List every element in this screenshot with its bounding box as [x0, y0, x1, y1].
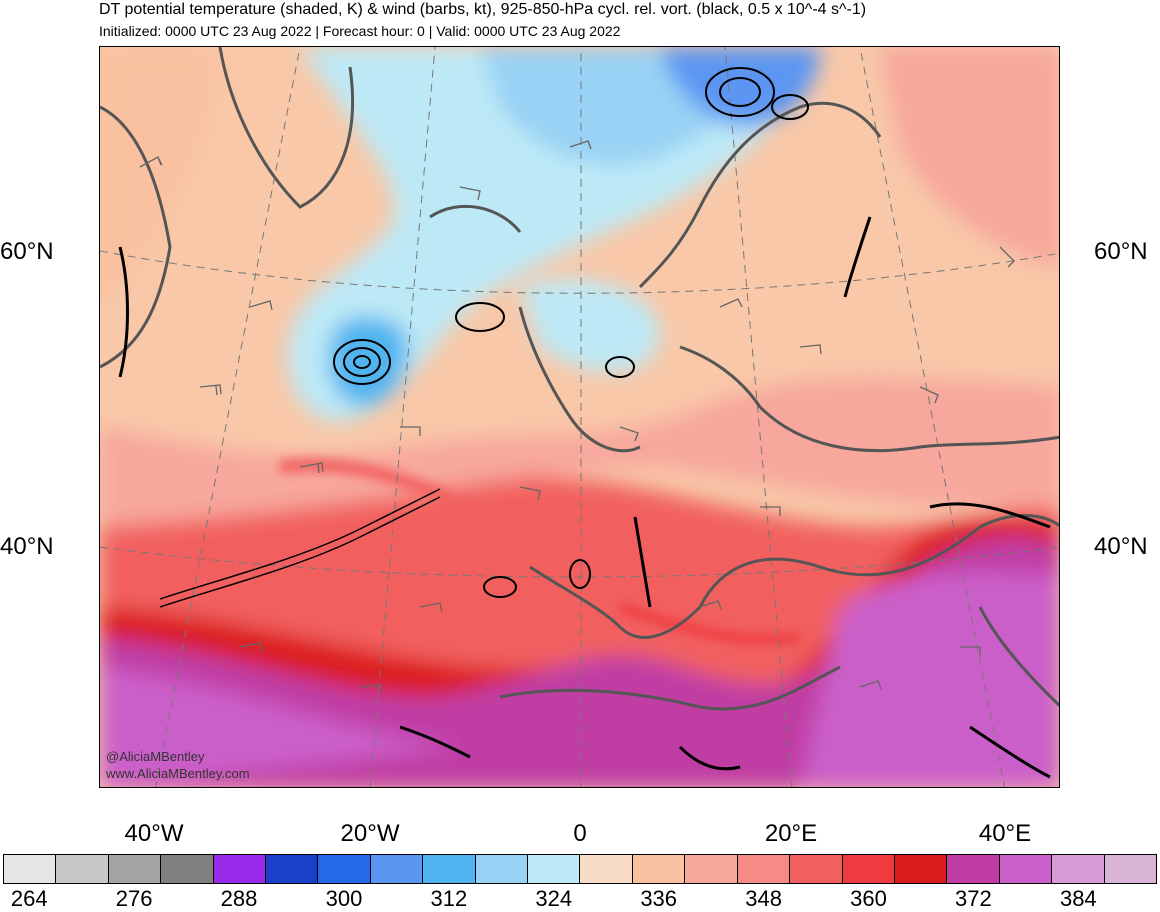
lon-label-0: 0: [573, 820, 587, 847]
colorbar-swatch: [737, 855, 791, 883]
colorbar-swatch: [108, 855, 162, 883]
lat-label-60n-right: 60°N: [1094, 238, 1148, 265]
lon-label-40w: 40°W: [124, 820, 184, 847]
colorbar-swatch: [4, 855, 57, 883]
theta-shading: [100, 47, 1059, 787]
colorbar-tick-label: 384: [1059, 886, 1097, 911]
credit-website: www.AliciaMBentley.com: [106, 766, 250, 781]
colorbar-swatch: [475, 855, 529, 883]
lat-label-60n-left: 60°N: [0, 238, 54, 265]
colorbar-swatch: [56, 855, 109, 883]
colorbar-tick-label: 336: [640, 886, 678, 911]
vorticity-contours: [118, 67, 1051, 779]
colorbar-swatch: [632, 855, 686, 883]
map-panel: @AliciaMBentley www.AliciaMBentley.com: [99, 46, 1060, 788]
colorbar-swatch: [790, 855, 843, 883]
colorbar-swatch: [894, 855, 948, 883]
colorbar-tick-label: 288: [220, 886, 258, 911]
chart-subtitle: Initialized: 0000 UTC 23 Aug 2022 | Fore…: [99, 23, 621, 39]
colorbar-swatch: [528, 855, 581, 883]
colorbar-tick-label: 372: [955, 886, 992, 911]
lon-label-40e: 40°E: [978, 820, 1032, 847]
colorbar-swatch: [999, 855, 1053, 883]
colorbar-swatch: [1104, 855, 1156, 883]
colorbar-swatch: [842, 855, 895, 883]
lat-label-40n-left: 40°N: [0, 533, 54, 560]
colorbar-swatch: [266, 855, 319, 883]
lon-label-20e: 20°E: [764, 820, 818, 847]
colorbar-swatch: [161, 855, 214, 883]
map-canvas: [100, 47, 1059, 787]
chart-title: DT potential temperature (shaded, K) & w…: [99, 1, 867, 18]
colorbar-swatch: [370, 855, 424, 883]
colorbar: [3, 854, 1157, 884]
colorbar-tick-label: 360: [850, 886, 887, 911]
colorbar-tick-label: 276: [115, 886, 153, 911]
lat-label-40n-right: 40°N: [1094, 533, 1148, 560]
colorbar-tick-label: 324: [535, 886, 573, 911]
colorbar-swatch: [947, 855, 1000, 883]
colorbar-tick-label: 348: [745, 886, 782, 911]
lon-label-20w: 20°W: [340, 820, 400, 847]
colorbar-tick-label: 300: [325, 886, 363, 911]
colorbar-tick-label: 264: [10, 886, 48, 911]
colorbar-swatch: [318, 855, 371, 883]
wind-barbs: [139, 140, 1015, 695]
colorbar-swatch: [213, 855, 267, 883]
coastlines: [100, 47, 1059, 711]
colorbar-swatch: [423, 855, 476, 883]
colorbar-swatch: [685, 855, 738, 883]
graticule: [100, 47, 1059, 787]
credit-handle: @AliciaMBentley: [106, 749, 205, 764]
colorbar-tick-label: 312: [430, 886, 468, 911]
colorbar-swatch: [580, 855, 633, 883]
colorbar-swatch: [1052, 855, 1105, 883]
